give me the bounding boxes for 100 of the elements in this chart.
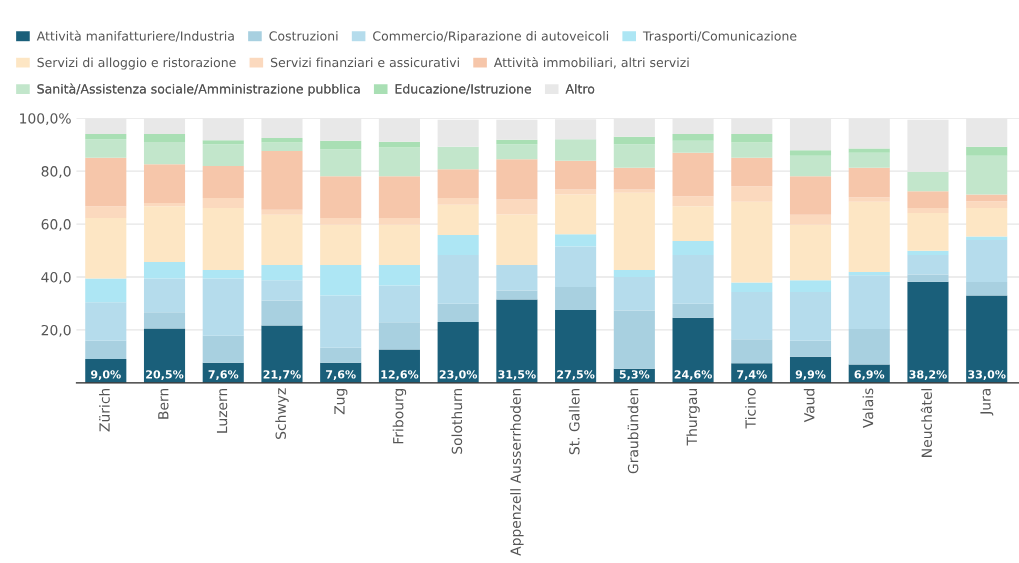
bar: [496, 290, 538, 300]
bar: [966, 201, 1008, 208]
x-tick-label: Luzern: [216, 388, 228, 433]
bar: [966, 118, 1008, 147]
bar: [966, 282, 1008, 296]
bar: [261, 138, 303, 143]
x-tick-label: Vaud: [803, 388, 815, 423]
bar: [789, 155, 832, 177]
bar: [789, 224, 832, 281]
legend-label: Trasporti/Comunicazione: [642, 31, 797, 44]
bar: [85, 157, 127, 207]
x-tick-label: Neuchâtel: [920, 389, 932, 457]
bar: [320, 224, 362, 266]
legend-label: Attività immobiliari, altri servizi: [493, 56, 689, 69]
bar: [613, 144, 655, 168]
bar: [143, 328, 186, 383]
bar: [320, 217, 362, 225]
bar: [613, 310, 655, 369]
x-tick-label: Jura: [980, 388, 994, 416]
bar: [378, 349, 420, 383]
bar: [789, 340, 832, 357]
bar: [555, 119, 597, 140]
bar: [966, 155, 1008, 195]
data-label: 6,9%: [854, 370, 885, 380]
bar: [261, 118, 303, 139]
x-tick-label: Schwyz: [275, 388, 289, 439]
bar: [613, 189, 655, 193]
data-label: 7,6%: [208, 370, 239, 380]
bar: [261, 142, 303, 152]
data-label: 9,0%: [90, 370, 121, 380]
bar: [437, 197, 479, 205]
bar: [966, 146, 1008, 156]
bar: [731, 157, 773, 187]
data-label: 31,5%: [498, 370, 536, 380]
bar: [555, 189, 597, 195]
y-tick-label: 60,0: [41, 219, 71, 231]
bar: [731, 339, 773, 364]
data-label: 38,2%: [909, 370, 947, 380]
bar: [848, 329, 890, 365]
bar: [437, 204, 479, 235]
bar: [555, 194, 597, 235]
bar: [672, 140, 714, 153]
x-tick-label: Thurgau: [686, 388, 700, 446]
bar: [907, 255, 949, 275]
bar: [437, 303, 479, 322]
data-label: 9,9%: [795, 370, 826, 380]
bar: [613, 136, 655, 145]
bar: [672, 118, 714, 135]
bar: [966, 239, 1008, 283]
x-tick-label: Valais: [862, 388, 874, 428]
data-label: 24,6%: [674, 370, 712, 380]
x-tick-label: Zug: [334, 388, 348, 415]
bar: [907, 207, 949, 213]
data-label: 23,0%: [439, 370, 478, 380]
legend-label: Altro: [565, 83, 595, 94]
data-label: 7,6%: [326, 370, 356, 380]
data-label: 12,6%: [381, 370, 419, 380]
bar: [496, 265, 538, 291]
bar: [613, 167, 655, 190]
bar: [378, 141, 420, 148]
bar: [202, 166, 244, 198]
bar: [378, 118, 420, 142]
bar: [907, 274, 949, 282]
bar: [202, 118, 244, 141]
data-label: 33,0%: [968, 370, 1006, 380]
bar: [143, 134, 186, 143]
data-label: 7,4%: [737, 370, 767, 380]
bar: [437, 321, 479, 383]
bar: [85, 118, 127, 135]
bar: [378, 224, 420, 266]
y-tick-label: 20,0: [41, 324, 71, 337]
bar: [731, 186, 773, 202]
bar: [789, 214, 832, 225]
bar: [85, 340, 127, 360]
bar: [848, 201, 890, 272]
bar: [731, 118, 773, 135]
bar: [496, 199, 538, 215]
bar: [261, 300, 303, 326]
bar: [672, 303, 714, 318]
bar: [613, 118, 655, 137]
legend-label: Sanità/Assistenza sociale/Amministrazione pubblica: [37, 83, 360, 97]
bar: [496, 119, 538, 140]
bar: [143, 164, 186, 203]
bar: [496, 299, 538, 383]
bar: [907, 191, 949, 208]
bar: [555, 139, 597, 161]
x-tick-label: Graubünden: [627, 388, 639, 474]
legend-label: Attività manifatturiere/Industria: [36, 30, 234, 42]
bar: [320, 347, 362, 363]
bar: [848, 275, 890, 330]
bar: [261, 325, 303, 383]
legend-label: Costruzioni: [269, 31, 338, 41]
bar: [966, 194, 1008, 202]
bar: [202, 140, 244, 145]
bar: [143, 312, 186, 329]
bar: [202, 207, 244, 271]
bar: [437, 169, 479, 198]
bar: [320, 149, 362, 177]
bar: [555, 310, 597, 383]
bar: [85, 206, 127, 218]
